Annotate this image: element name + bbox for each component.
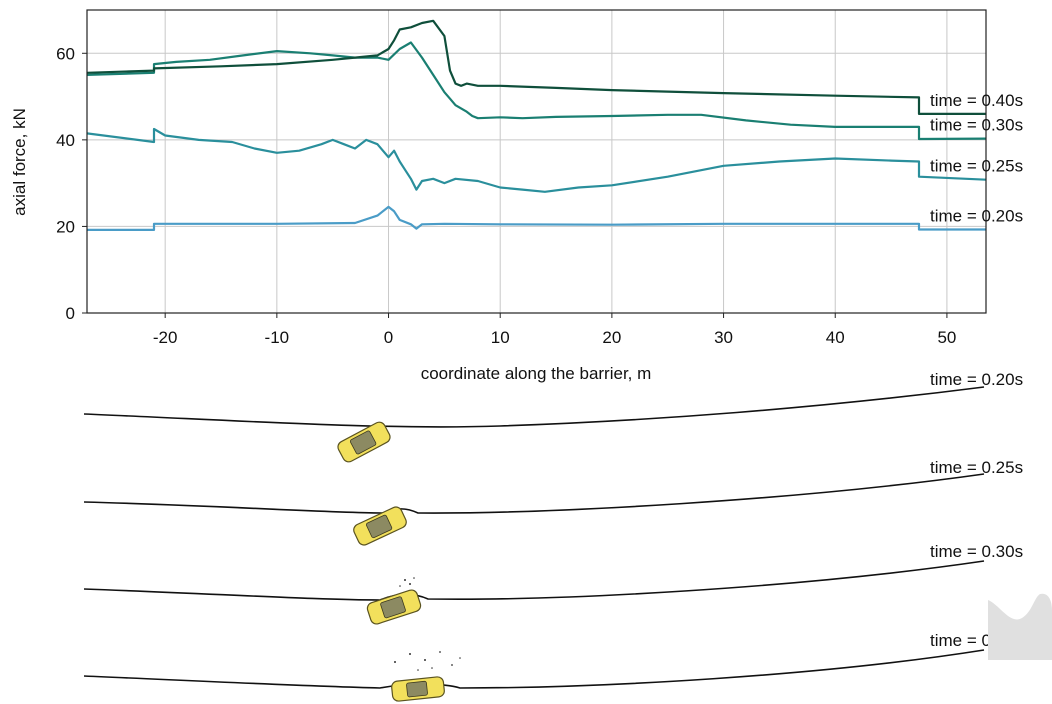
car-0-40s — [391, 676, 445, 702]
x-tick-label: 30 — [714, 328, 733, 347]
car-0-25s — [353, 506, 407, 546]
barrier-0-20s — [83, 386, 985, 428]
y-tick-label: 60 — [56, 44, 75, 63]
series-layer — [86, 19, 987, 231]
series-label: time = 0.30s — [930, 116, 1023, 135]
series-label: time = 0.40s — [930, 91, 1023, 110]
snapshot-label-0-20s: time = 0.20s — [930, 370, 1023, 389]
y-axis-ticks: 0 20 40 60 — [56, 44, 87, 323]
y-tick-label: 20 — [56, 217, 75, 236]
series-label: time = 0.25s — [930, 157, 1023, 176]
debris-0-40s — [394, 651, 461, 671]
series-line-030 — [86, 41, 987, 141]
series-labels: time = 0.20s time = 0.25s time = 0.30s time… — [930, 91, 1023, 226]
x-tick-label: 20 — [602, 328, 621, 347]
plot-frame — [86, 9, 987, 314]
series-line-020 — [87, 205, 986, 231]
series-label: time = 0.20s — [930, 206, 1023, 225]
barrier-deformation-diagram: time = 0.20s time = 0.25s time = 0.30s — [83, 370, 1052, 702]
x-axis-label: coordinate along the barrier, m — [421, 364, 652, 383]
barrier-0-30s — [83, 560, 985, 601]
series-line-025 — [86, 127, 987, 193]
snapshot-0-40s: time = 0.40s — [83, 631, 1023, 702]
snapshot-label-0-25s: time = 0.25s — [930, 458, 1023, 477]
x-tick-label: 0 — [384, 328, 393, 347]
snapshot-0-20s: time = 0.20s — [83, 370, 1023, 463]
x-axis-ticks: -20 -10 0 10 20 30 40 50 — [153, 313, 956, 347]
grid — [87, 10, 986, 314]
x-tick-label: 10 — [491, 328, 510, 347]
snapshot-0-25s: time = 0.25s — [83, 458, 1023, 546]
snapshot-label-0-30s: time = 0.30s — [930, 542, 1023, 561]
barrier-0-40s — [83, 649, 985, 689]
x-tick-label: 40 — [826, 328, 845, 347]
series-line-040 — [86, 19, 986, 116]
x-tick-label: -20 — [153, 328, 178, 347]
barrier-0-25s — [83, 473, 985, 514]
y-axis-label: axial force, kN — [10, 108, 29, 216]
x-tick-label: -10 — [265, 328, 290, 347]
y-tick-label: 40 — [56, 131, 75, 150]
debris-0-30s — [399, 577, 415, 587]
snapshot-0-30s: time = 0.30s — [83, 542, 1023, 625]
x-tick-label: 50 — [937, 328, 956, 347]
y-tick-label: 0 — [66, 304, 75, 323]
car-0-20s — [337, 421, 391, 463]
edge-shape — [988, 593, 1052, 660]
car-0-30s — [366, 589, 422, 625]
